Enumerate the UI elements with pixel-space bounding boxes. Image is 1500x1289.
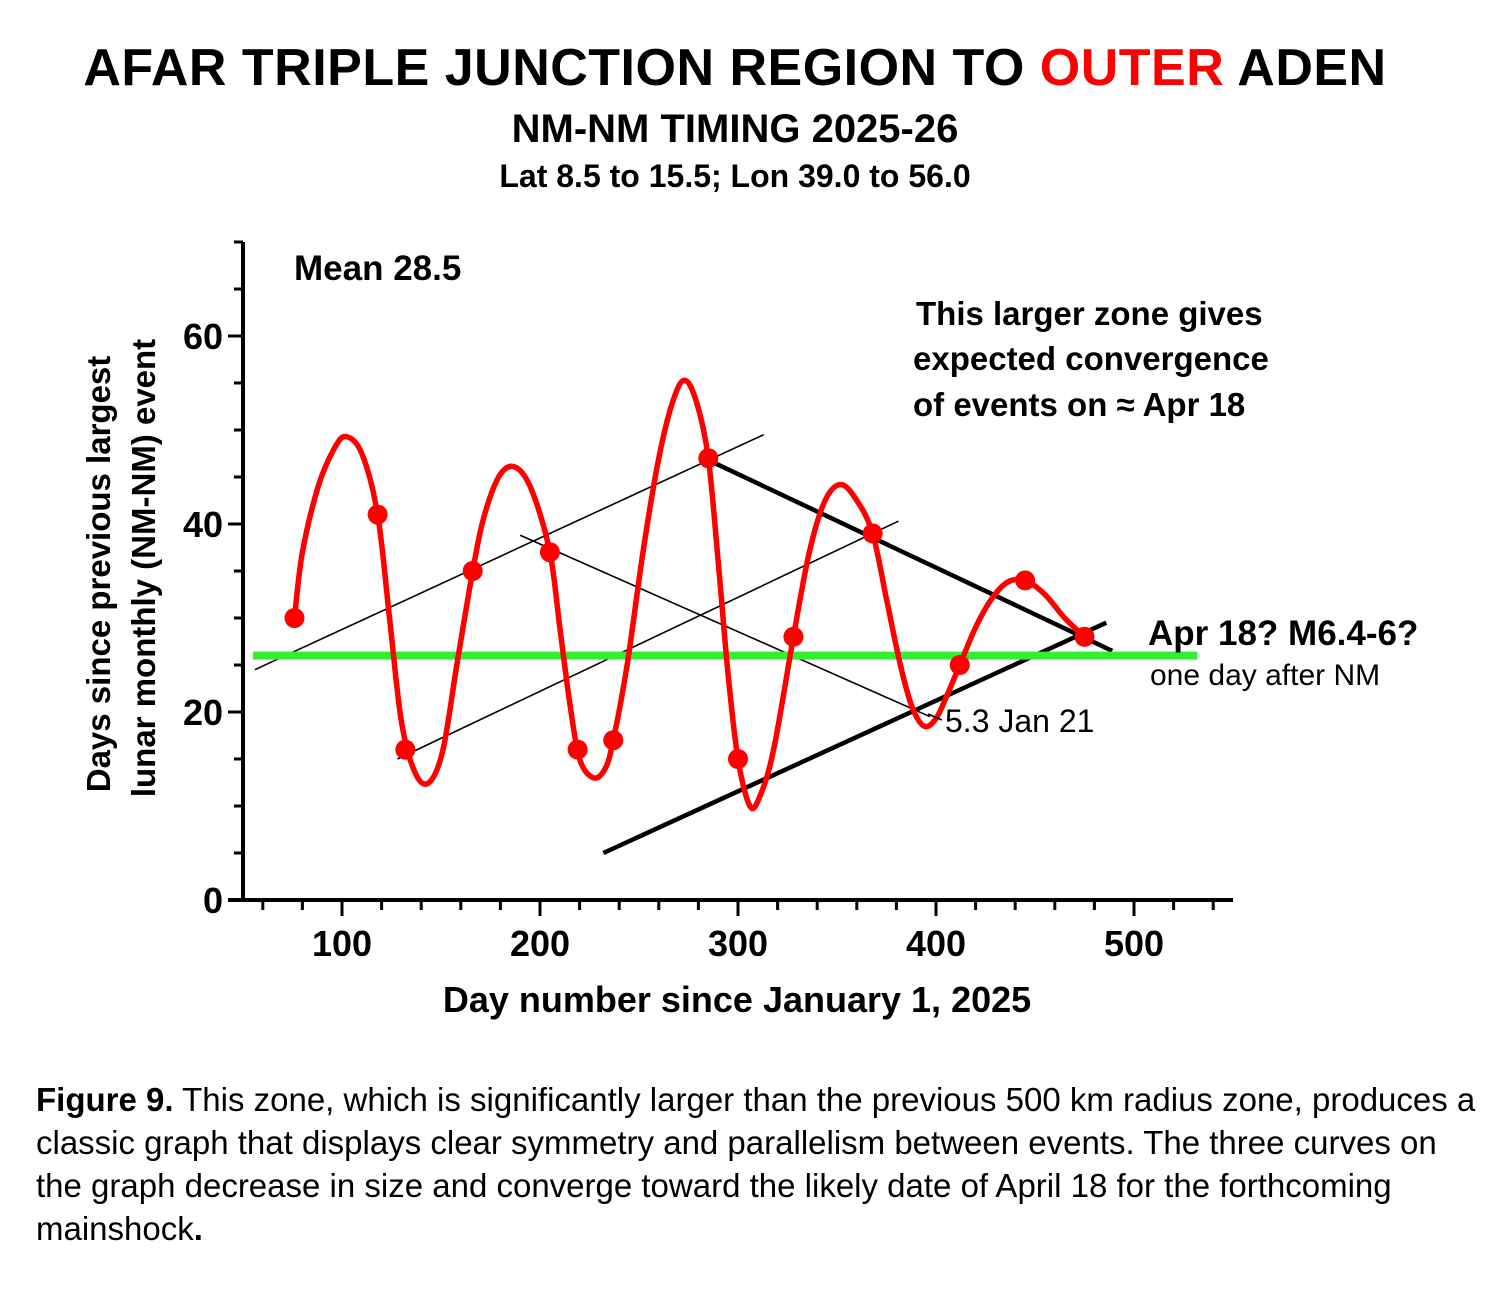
data-point-1 bbox=[284, 608, 305, 628]
data-point-9 bbox=[728, 749, 748, 769]
data-point-2 bbox=[367, 504, 388, 525]
title-highlight: OUTER bbox=[1039, 39, 1225, 97]
data-point-14 bbox=[1074, 626, 1095, 647]
zone-note-line-3: of events on ≈ Apr 18 bbox=[913, 386, 1245, 423]
x-tick-label-200: 200 bbox=[510, 923, 570, 964]
title-part-2: ADEN bbox=[1224, 39, 1387, 97]
mean-label: Mean 28.5 bbox=[294, 249, 461, 288]
y-tick-label-60: 60 bbox=[183, 316, 223, 357]
data-point-11 bbox=[862, 523, 883, 544]
y-tick-label-40: 40 bbox=[183, 504, 223, 545]
forecast-sublabel: one day after NM bbox=[1150, 659, 1380, 692]
title-part-1: AFAR TRIPLE JUNCTION REGION TO bbox=[83, 39, 1040, 97]
chart-subtitle: NM-NM TIMING 2025-26 bbox=[511, 107, 959, 151]
trend-line-5 bbox=[602, 620, 1108, 856]
data-point-6 bbox=[567, 739, 588, 760]
figure-caption-text: This zone, which is significantly larger… bbox=[36, 1081, 1476, 1247]
y-tick-label-0: 0 bbox=[203, 880, 223, 921]
red-series-group bbox=[284, 377, 1095, 812]
y-axis-label-line-1: Days since previous largest bbox=[80, 356, 117, 793]
axes: 0 20 40 60 100 200 300 400 500 bbox=[183, 240, 1233, 964]
data-point-4 bbox=[462, 561, 483, 581]
x-tick-label-500: 500 bbox=[1104, 923, 1164, 964]
chart-labels: Mean 28.5 This larger zone gives expecte… bbox=[80, 249, 1418, 1020]
y-tick-label-20: 20 bbox=[183, 692, 223, 733]
y-axis-label-line-2: lunar monthly (NM-NM) event bbox=[125, 339, 162, 797]
forecast-label: Apr 18? M6.4-6? bbox=[1148, 614, 1418, 653]
data-point-10 bbox=[783, 626, 804, 647]
trend-lines bbox=[254, 433, 1114, 856]
chart-subtitle-region: Lat 8.5 to 15.5; Lon 39.0 to 56.0 bbox=[499, 158, 971, 194]
data-point-13 bbox=[1015, 570, 1036, 591]
red-curve bbox=[291, 377, 1087, 812]
event-label: 5.3 Jan 21 bbox=[945, 703, 1094, 739]
zone-note-line-2: expected convergence bbox=[913, 340, 1269, 377]
figure-caption-end: . bbox=[193, 1210, 203, 1247]
trend-line-4 bbox=[703, 456, 1114, 653]
data-point-5 bbox=[539, 542, 560, 563]
trend-line-1 bbox=[254, 433, 765, 671]
figure-caption-label: Figure 9. bbox=[36, 1081, 174, 1118]
chart-title: AFAR TRIPLE JUNCTION REGION TO OUTER ADE… bbox=[0, 38, 1470, 98]
data-point-7 bbox=[603, 730, 624, 751]
data-point-8 bbox=[698, 448, 719, 469]
event-label-pointer bbox=[927, 713, 943, 721]
data-point-12 bbox=[949, 655, 970, 675]
trend-line-2 bbox=[397, 520, 899, 760]
data-point-3 bbox=[395, 739, 416, 760]
figure-caption: Figure 9. This zone, which is significan… bbox=[36, 1078, 1476, 1250]
x-axis-label: Day number since January 1, 2025 bbox=[443, 979, 1031, 1020]
x-tick-label-300: 300 bbox=[708, 923, 768, 964]
x-tick-label-100: 100 bbox=[312, 923, 372, 964]
zone-note-line-1: This larger zone gives bbox=[916, 295, 1263, 332]
nm-nm-timing-chart: 0 20 40 60 100 200 300 400 500 Mean 28.5 This la… bbox=[80, 240, 1418, 1020]
x-tick-label-400: 400 bbox=[906, 923, 966, 964]
